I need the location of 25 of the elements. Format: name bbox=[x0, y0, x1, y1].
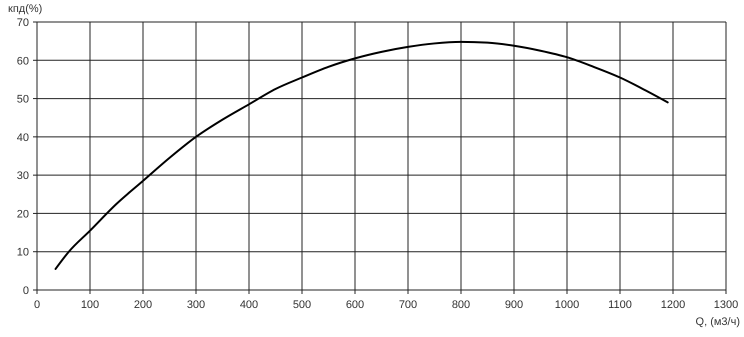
y-tick-label: 30 bbox=[16, 170, 29, 182]
x-tick-label: 1300 bbox=[714, 299, 738, 311]
x-tick-label: 800 bbox=[452, 299, 470, 311]
x-tick-label: 1100 bbox=[608, 299, 632, 311]
line-series bbox=[54, 40, 669, 270]
x-tick-label: 100 bbox=[80, 299, 100, 311]
x-tick-label: 400 bbox=[240, 299, 258, 311]
x-tick-label: 200 bbox=[134, 299, 152, 311]
x-tick-label: 700 bbox=[398, 299, 418, 311]
x-tick-label: 900 bbox=[504, 299, 524, 311]
y-tick-label: 70 bbox=[16, 17, 29, 29]
y-tick-label: 40 bbox=[16, 132, 29, 144]
x-tick-label: 500 bbox=[292, 299, 312, 311]
x-tick-label: 300 bbox=[186, 299, 206, 311]
y-tick-label: 0 bbox=[22, 285, 29, 297]
x-tick-label: 600 bbox=[346, 299, 364, 311]
x-tick-label: 1000 bbox=[554, 299, 580, 311]
x-tick-label: 0 bbox=[34, 299, 40, 311]
x-axis-title: Q, (м3/ч) bbox=[696, 316, 740, 328]
x-tick-label: 1200 bbox=[660, 299, 686, 311]
y-tick-label: 20 bbox=[16, 208, 29, 220]
y-axis-title: кпд(%) bbox=[8, 3, 42, 15]
y-tick-label: 50 bbox=[16, 94, 29, 106]
y-tick-label: 10 bbox=[16, 246, 29, 259]
y-tick-label: 60 bbox=[16, 55, 29, 68]
